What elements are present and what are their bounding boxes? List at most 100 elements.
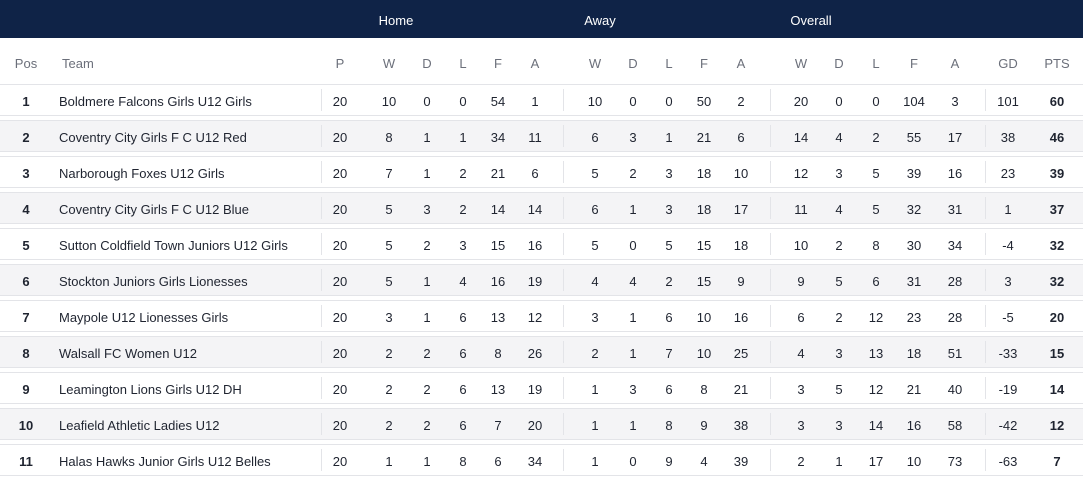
- header-away-for[interactable]: F: [700, 56, 708, 71]
- away-drawn-cell: 3: [629, 382, 637, 397]
- table-row[interactable]: 10 Leafield Athletic Ladies U12 20 2 2 6 7 20 1 1…: [0, 408, 1083, 440]
- overall-lost-cell: 5: [872, 166, 880, 181]
- team-name-cell[interactable]: Halas Hawks Junior Girls U12 Belles: [59, 454, 271, 469]
- team-name-cell[interactable]: Sutton Coldfield Town Juniors U12 Girls: [59, 238, 288, 253]
- column-divider: [321, 269, 322, 291]
- home-drawn-cell: 1: [423, 310, 431, 325]
- header-overall-for[interactable]: F: [910, 56, 918, 71]
- header-played[interactable]: P: [335, 56, 345, 71]
- table-row[interactable]: 7 Maypole U12 Lionesses Girls 20 3 1 6 13 12 3 1 6…: [0, 300, 1083, 332]
- overall-won-cell: 12: [793, 166, 809, 181]
- away-for-cell: 15: [696, 274, 712, 289]
- header-home-lost[interactable]: L: [459, 56, 467, 71]
- team-name-cell[interactable]: Narborough Foxes U12 Girls: [59, 166, 225, 181]
- table-row[interactable]: 4 Coventry City Girls F C U12 Blue 20 5 3 2 14…: [0, 192, 1083, 224]
- header-away-against[interactable]: A: [736, 56, 746, 71]
- overall-for-cell: 21: [906, 382, 922, 397]
- goal-difference-cell: 38: [1000, 130, 1016, 145]
- header-home-against[interactable]: A: [530, 56, 540, 71]
- overall-for-cell: 31: [906, 274, 922, 289]
- table-row[interactable]: 8 Walsall FC Women U12 20 2 2 6 8 26 2 1 7 10 25 4 3 13…: [0, 336, 1083, 368]
- column-divider: [321, 305, 322, 327]
- table-row[interactable]: 3 Narborough Foxes U12 Girls 20 7 1 2 21 6 5 2 3 18…: [0, 156, 1083, 188]
- table-row[interactable]: 5 Sutton Coldfield Town Juniors U12 Girls…: [0, 228, 1083, 260]
- overall-for-cell: 39: [906, 166, 922, 181]
- points-cell: 14: [1049, 382, 1065, 397]
- overall-won-cell: 11: [794, 202, 808, 217]
- team-name-cell[interactable]: Leafield Athletic Ladies U12: [59, 418, 220, 433]
- home-lost-cell: 0: [459, 94, 467, 109]
- column-divider: [321, 89, 322, 111]
- away-lost-cell: 6: [665, 382, 673, 397]
- header-overall-won[interactable]: W: [794, 56, 808, 71]
- header-away-drawn[interactable]: D: [628, 56, 638, 71]
- header-overall-drawn[interactable]: D: [834, 56, 844, 71]
- overall-drawn-cell: 3: [835, 166, 843, 181]
- overall-against-cell: 58: [947, 418, 963, 433]
- away-lost-cell: 1: [665, 130, 673, 145]
- header-goal-difference[interactable]: GD: [998, 56, 1018, 71]
- column-divider: [321, 161, 322, 183]
- away-lost-cell: 2: [665, 274, 673, 289]
- overall-won-cell: 2: [797, 454, 805, 469]
- header-team[interactable]: Team: [62, 56, 94, 71]
- team-name-cell[interactable]: Coventry City Girls F C U12 Blue: [59, 202, 249, 217]
- away-won-cell: 4: [591, 274, 599, 289]
- header-pos[interactable]: Pos: [14, 56, 38, 71]
- column-divider: [563, 125, 564, 147]
- overall-against-cell: 31: [947, 202, 963, 217]
- overall-lost-cell: 12: [868, 382, 884, 397]
- overall-lost-cell: 12: [868, 310, 884, 325]
- column-divider: [321, 449, 322, 471]
- column-divider: [321, 233, 322, 255]
- position-cell: 9: [22, 382, 30, 397]
- table-row[interactable]: 2 Coventry City Girls F C U12 Red 20 8 1 1 34 1…: [0, 120, 1083, 152]
- team-name-cell[interactable]: Maypole U12 Lionesses Girls: [59, 310, 229, 325]
- team-name-cell[interactable]: Boldmere Falcons Girls U12 Girls: [59, 94, 252, 109]
- team-name-cell[interactable]: Coventry City Girls F C U12 Red: [59, 130, 247, 145]
- team-name-cell[interactable]: Leamington Lions Girls U12 DH: [59, 382, 242, 397]
- header-home-for[interactable]: F: [494, 56, 502, 71]
- overall-against-cell: 3: [951, 94, 959, 109]
- team-name-cell[interactable]: Stockton Juniors Girls Lionesses: [59, 274, 248, 289]
- team-name-cell[interactable]: Walsall FC Women U12: [59, 346, 197, 361]
- goal-difference-cell: 1: [1004, 202, 1012, 217]
- home-drawn-cell: 2: [423, 382, 431, 397]
- overall-won-cell: 20: [793, 94, 809, 109]
- column-divider: [985, 413, 986, 435]
- header-home-drawn[interactable]: D: [422, 56, 432, 71]
- points-cell: 37: [1049, 202, 1065, 217]
- home-against-cell: 16: [527, 238, 543, 253]
- home-for-cell: 8: [494, 346, 502, 361]
- table-row[interactable]: 1 Boldmere Falcons Girls U12 Girls 20 10 0 0 5…: [0, 84, 1083, 116]
- header-away-lost[interactable]: L: [665, 56, 673, 71]
- header-points[interactable]: PTS: [1044, 56, 1070, 71]
- overall-lost-cell: 13: [868, 346, 884, 361]
- goal-difference-cell: -63: [998, 454, 1018, 469]
- table-row[interactable]: 11 Halas Hawks Junior Girls U12 Belles 20 1…: [0, 444, 1083, 476]
- away-drawn-cell: 1: [629, 310, 637, 325]
- header-home-won[interactable]: W: [382, 56, 396, 71]
- away-won-cell: 1: [591, 454, 599, 469]
- home-against-cell: 14: [527, 202, 543, 217]
- away-against-cell: 18: [733, 238, 749, 253]
- overall-lost-cell: 14: [868, 418, 884, 433]
- header-overall-lost[interactable]: L: [872, 56, 880, 71]
- header-overall-against[interactable]: A: [950, 56, 960, 71]
- table-row[interactable]: 6 Stockton Juniors Girls Lionesses 20 5 1 4 16…: [0, 264, 1083, 296]
- points-cell: 60: [1049, 94, 1065, 109]
- home-won-cell: 7: [385, 166, 393, 181]
- overall-won-cell: 6: [797, 310, 805, 325]
- away-for-cell: 18: [696, 202, 712, 217]
- table-row[interactable]: 9 Leamington Lions Girls U12 DH 20 2 2 6 13 19 1…: [0, 372, 1083, 404]
- overall-drawn-cell: 4: [835, 202, 843, 217]
- header-away-won[interactable]: W: [588, 56, 602, 71]
- home-won-cell: 5: [385, 238, 393, 253]
- column-divider: [985, 125, 986, 147]
- goal-difference-cell: -42: [998, 418, 1018, 433]
- home-against-cell: 34: [527, 454, 543, 469]
- column-divider: [770, 197, 771, 219]
- home-group-label: Home: [378, 13, 414, 28]
- away-for-cell: 8: [700, 382, 708, 397]
- home-lost-cell: 6: [459, 418, 467, 433]
